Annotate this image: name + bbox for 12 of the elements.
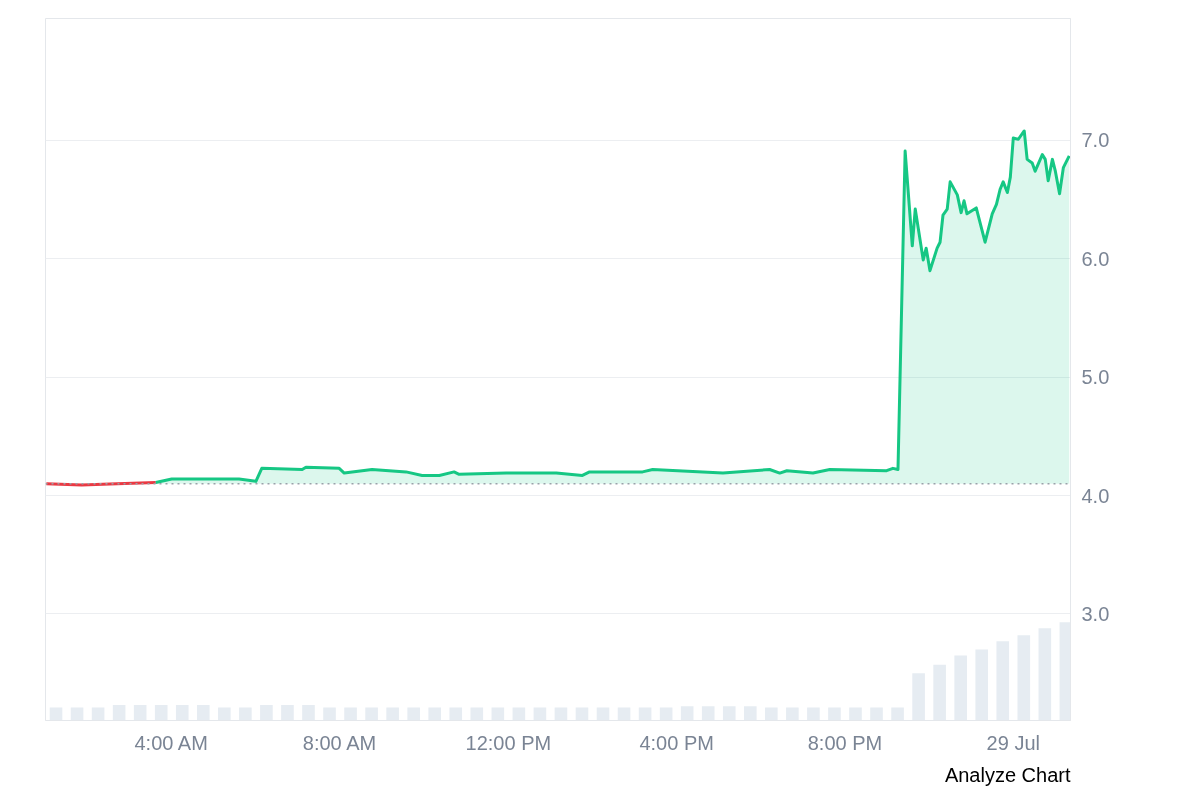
y-tick-label: 3.0 xyxy=(1081,602,1110,625)
y-tick-label: 7.0 xyxy=(1081,129,1110,152)
x-tick-label: 4:00 AM xyxy=(134,731,208,754)
x-tick-label: 29 Jul xyxy=(986,731,1040,754)
x-tick-label: 8:00 AM xyxy=(302,731,377,754)
x-tick-label: 8:00 PM xyxy=(807,731,883,754)
text: Analyze Chart xyxy=(944,763,1071,786)
x-tick-label: 4:00 PM xyxy=(639,731,714,754)
y-tick-label: 6.0 xyxy=(1081,247,1110,270)
y-tick-label: 4.0 xyxy=(1081,484,1110,507)
y-tick-label: 5.0 xyxy=(1081,366,1110,389)
x-tick-label: 12:00 PM xyxy=(465,731,552,754)
